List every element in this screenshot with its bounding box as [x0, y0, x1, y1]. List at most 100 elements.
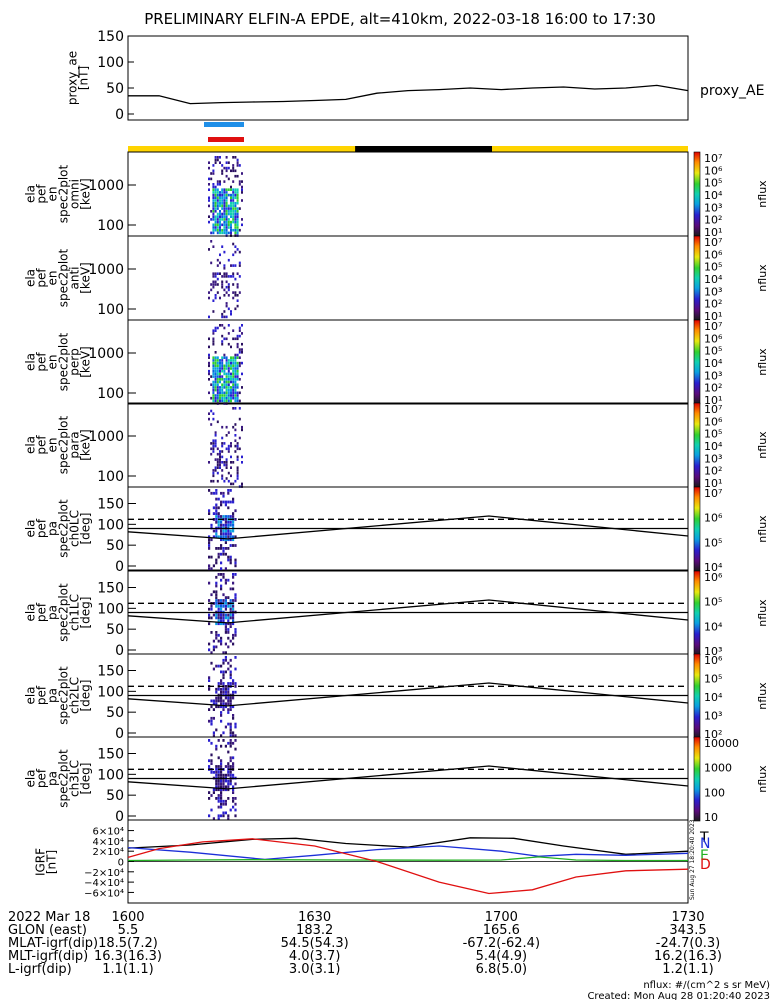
- spectrogram-pixel: [224, 702, 227, 706]
- spectrogram-pixel: [208, 199, 210, 202]
- spectrogram-pixel: [215, 664, 218, 668]
- spectrogram-pixel: [232, 215, 235, 218]
- spectrogram-pixel: [229, 728, 232, 732]
- spectrogram-pixel: [236, 196, 239, 200]
- spectrogram-pixel: [232, 791, 235, 794]
- spectrogram-pixel: [217, 616, 220, 620]
- spectrogram-pixel: [214, 158, 217, 162]
- spectrogram-pixel: [214, 442, 217, 445]
- spectrogram-pixel: [234, 383, 237, 386]
- spectrogram-pixel: [217, 607, 220, 611]
- spectrogram-pixel: [234, 394, 237, 397]
- spectrogram-pixel: [216, 359, 219, 362]
- spectrogram-pixel: [225, 402, 228, 405]
- pitch-angle-panel-3-ylabel-line: pef: [35, 768, 49, 788]
- spectrogram-pixel: [221, 228, 224, 232]
- spectrogram-pixel: [236, 199, 239, 202]
- spectrogram-pixel: [215, 702, 218, 706]
- spectrogram-pixel: [214, 444, 217, 448]
- spectrogram-pixel: [210, 716, 213, 720]
- colorbar-tick-label: 10⁶: [704, 512, 723, 525]
- spectrogram-pixel: [208, 648, 211, 652]
- spectrogram-pixel: [208, 679, 211, 682]
- spectrogram-pixel: [222, 494, 225, 498]
- spectrogram-pixel: [227, 361, 230, 365]
- footer-value: 54.5(54.3): [281, 936, 349, 951]
- energy-panel-2-ylabel-line: ela: [24, 353, 38, 371]
- energy-panel-frame: [127, 319, 689, 405]
- spectrogram-pixel: [217, 799, 220, 803]
- spectrogram-pixel: [232, 329, 235, 332]
- spectrogram-pixel: [241, 455, 243, 459]
- spectrogram-pixel: [214, 218, 217, 221]
- spectrogram-pixel: [232, 386, 235, 389]
- spectrogram-pixel: [223, 378, 226, 381]
- spectrogram-pixel: [214, 434, 217, 437]
- spectrogram-pixel: [227, 399, 230, 403]
- energy-panel-2-ylabel-line: [keV]: [79, 346, 93, 377]
- proxy-ae-line: [128, 84, 689, 105]
- colorbar-tick-label: 10²: [704, 382, 722, 395]
- spectrogram-pixel: [227, 367, 230, 370]
- spectrogram-pixel: [229, 639, 232, 643]
- spectrogram-pixel: [232, 296, 235, 300]
- spectrogram-pixel: [212, 417, 215, 421]
- spectrogram-pixel: [234, 808, 237, 812]
- spectrogram-pixel: [234, 690, 237, 694]
- spectrogram-pixel: [227, 770, 230, 774]
- spectrogram-pixel: [232, 204, 235, 208]
- colorbar-tick-label: 10⁴: [704, 189, 723, 202]
- spectrogram-pixel: [238, 361, 241, 365]
- spectrogram-pixel: [236, 191, 239, 194]
- spectrogram-pixel: [212, 394, 215, 397]
- spectrogram-pixel: [212, 356, 215, 359]
- spectrogram-pixel: [215, 705, 218, 709]
- spectrogram-pixel: [230, 220, 232, 224]
- spectrogram-pixel: [236, 466, 239, 469]
- spectrogram-pixel: [220, 799, 223, 803]
- spectrogram-pixel: [225, 434, 228, 437]
- spectrogram-pixel: [221, 469, 224, 472]
- spectrogram-pixel: [232, 805, 235, 809]
- spectrogram-pixel: [225, 458, 228, 461]
- spectrogram-pixel: [214, 369, 217, 373]
- spectrogram-pixel: [229, 622, 232, 626]
- pitch-angle-spectrogram-panels: elapefpaspec2plotch0LC[deg]150100500elap…: [24, 486, 689, 825]
- spectrogram-pixel: [221, 280, 224, 284]
- spectrogram-pixel: [224, 628, 227, 631]
- pitch-angle-panel-1-ylabel-line: spec2plot: [57, 583, 71, 642]
- spectrogram-pixel: [229, 673, 232, 677]
- spectrogram-pixel: [223, 272, 226, 275]
- spectrogram-pixel: [238, 291, 241, 294]
- footer-row-label: MLAT-igrf(dip): [8, 936, 98, 951]
- spectrogram-pixel: [220, 664, 223, 668]
- spectrogram-pixel: [229, 587, 232, 591]
- spectrogram-pixel: [230, 367, 232, 370]
- spectrogram-pixel: [234, 364, 237, 368]
- spectrogram-pixel: [230, 312, 232, 316]
- spectrogram-pixel: [234, 535, 237, 539]
- spectrogram-pixel: [214, 431, 217, 434]
- spectrogram-pixel: [232, 220, 235, 224]
- spectrogram-pixel: [229, 676, 232, 680]
- spectrogram-pixel: [212, 474, 215, 478]
- spectrogram-pixel: [216, 218, 219, 221]
- spectrogram-pixel: [210, 240, 213, 243]
- spectrogram-pixel: [210, 753, 213, 757]
- spectrogram-pixel: [221, 442, 224, 445]
- spectrogram-pixel: [238, 264, 241, 267]
- spectrogram-pixel: [220, 765, 223, 768]
- spectrogram-pixel: [232, 734, 235, 738]
- spectrogram-pixel: [216, 220, 219, 224]
- spectrogram-pixel: [234, 561, 237, 565]
- spectrogram-pixel: [219, 180, 221, 183]
- spectrogram-pixel: [234, 509, 237, 513]
- spectrogram-pixel: [234, 518, 237, 521]
- energy-tick-label: 1000: [88, 262, 124, 278]
- igrf-legend-N: N: [700, 836, 710, 852]
- spectrogram-pixel: [221, 201, 224, 205]
- spectrogram-pixel: [220, 791, 223, 794]
- spectrogram-pixel: [232, 369, 235, 373]
- spectrogram-pixel: [210, 762, 213, 765]
